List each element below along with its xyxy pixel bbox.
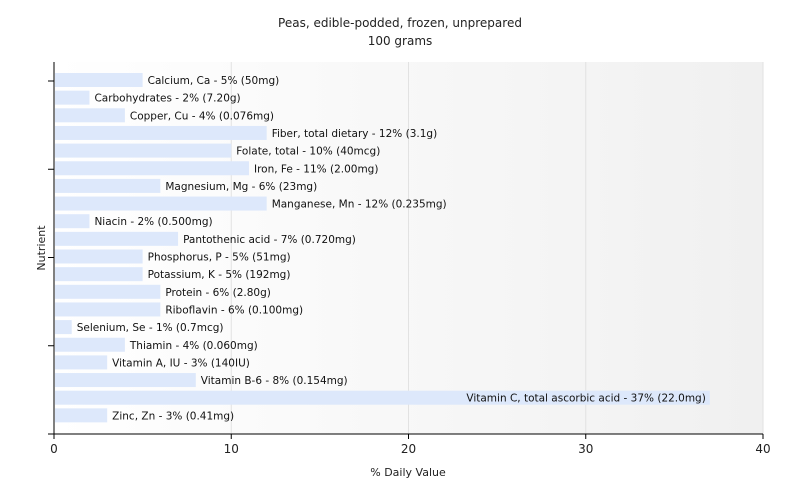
- bar-data-label: Folate, total - 10% (40mcg): [236, 146, 380, 158]
- chart-subtitle: 100 grams: [368, 34, 433, 48]
- bar: [55, 390, 710, 405]
- bar: [55, 302, 161, 317]
- bar: [55, 143, 232, 158]
- x-tick-label: 10: [224, 442, 239, 456]
- bar-data-label: Fiber, total dietary - 12% (3.1g): [272, 128, 437, 140]
- bar-data-label: Copper, Cu - 4% (0.076mg): [130, 110, 274, 122]
- bar-data-label: Thiamin - 4% (0.060mg): [129, 340, 258, 352]
- x-ticks: 0 10 20 30 40: [48, 80, 771, 456]
- x-tick-label: 20: [401, 442, 416, 456]
- bar-data-label: Calcium, Ca - 5% (50mg): [148, 75, 280, 87]
- bar: [55, 214, 90, 229]
- bar: [55, 355, 108, 370]
- x-tick-label: 0: [50, 442, 58, 456]
- bar-data-label: Potassium, K - 5% (192mg): [148, 269, 291, 281]
- bar: [55, 267, 143, 282]
- bar-data-label: Vitamin C, total ascorbic acid - 37% (22…: [466, 393, 705, 405]
- y-axis-label: Nutrient: [35, 225, 48, 271]
- bar-data-label: Vitamin A, IU - 3% (140IU): [112, 357, 250, 369]
- bar: [55, 125, 267, 140]
- bar: [55, 337, 125, 352]
- bar: [55, 284, 161, 299]
- x-tick-label: 30: [578, 442, 593, 456]
- bar-data-label: Manganese, Mn - 12% (0.235mg): [272, 199, 447, 211]
- bar-data-label: Phosphorus, P - 5% (51mg): [148, 252, 291, 264]
- x-axis-label: % Daily Value: [370, 466, 446, 479]
- bar: [55, 231, 179, 246]
- bar: [55, 73, 143, 87]
- bars: [55, 73, 710, 423]
- bar-data-label: Riboflavin - 6% (0.100mg): [165, 304, 303, 316]
- grid-lines: [230, 62, 764, 434]
- bar: [55, 196, 267, 211]
- bar-data-label: Pantothenic acid - 7% (0.720mg): [183, 234, 356, 246]
- bar-labels: Calcium, Ca - 5% (50mg) Carbohydrates - 2…: [77, 75, 706, 422]
- bar-data-label: Niacin - 2% (0.500mg): [94, 216, 212, 228]
- bar: [55, 320, 72, 335]
- bar: [55, 373, 196, 388]
- bar-data-label: Magnesium, Mg - 6% (23mg): [165, 181, 317, 193]
- bar-data-label: Vitamin B-6 - 8% (0.154mg): [201, 375, 348, 387]
- bar: [55, 249, 143, 264]
- x-tick-label: 40: [755, 442, 770, 456]
- bar-data-label: Selenium, Se - 1% (0.7mcg): [77, 322, 224, 334]
- bar: [55, 161, 249, 176]
- bar: [55, 108, 125, 123]
- bar-data-label: Protein - 6% (2.80g): [165, 287, 271, 299]
- bar-data-label: Carbohydrates - 2% (7.20g): [94, 93, 240, 105]
- bar-data-label: Zinc, Zn - 3% (0.41mg): [112, 410, 234, 422]
- bar: [55, 178, 161, 193]
- chart-title: Peas, edible-podded, frozen, unprepared: [278, 16, 522, 30]
- bar-data-label: Iron, Fe - 11% (2.00mg): [254, 163, 378, 175]
- bar: [55, 408, 108, 423]
- bar: [55, 90, 90, 105]
